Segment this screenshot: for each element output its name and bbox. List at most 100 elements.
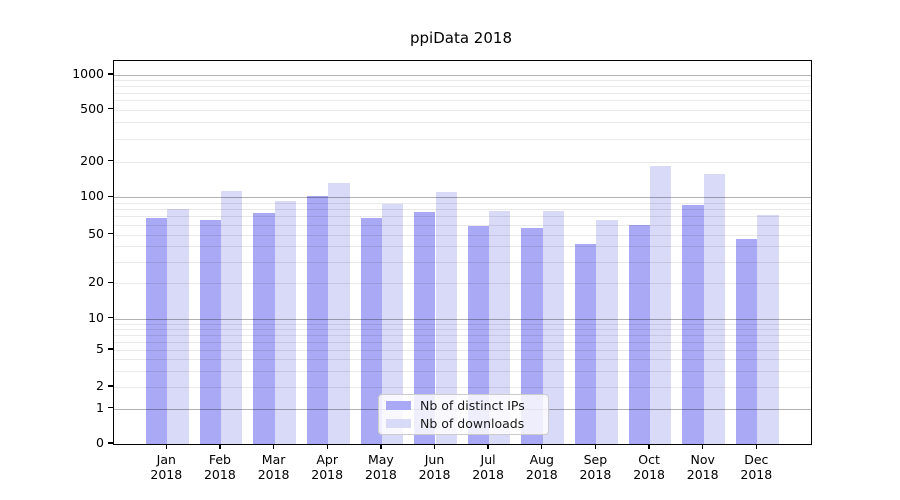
bar-distinct-ips [575,243,597,444]
y-tick-label: 100 [80,188,104,204]
y-tick-mark [108,73,114,75]
gridline-minor [114,387,811,388]
x-tick-mark [433,444,436,449]
y-tick-mark [108,107,114,110]
gridline-minor [114,261,811,263]
x-tick-mark [272,444,275,449]
y-tick-label: 1000 [72,66,104,81]
x-tick-mark [541,444,543,449]
y-tick-label: 50 [88,225,104,241]
gridline-minor [114,100,811,102]
bar-distinct-ips [467,225,490,444]
y-tick-mark [108,407,114,409]
x-tick-mark [755,444,757,449]
gridline-minor [114,283,811,285]
gridline-minor [114,341,811,343]
y-tick-label: 200 [80,152,104,168]
y-tick-mark [108,385,114,387]
grid-layer [114,61,811,444]
x-tick-label: Oct 2018 [633,452,665,482]
bar-downloads [381,203,404,444]
gridline-minor [114,328,811,330]
gridline-minor [114,109,811,111]
bar-downloads [650,166,672,444]
chart-title: ppiData 2018 [410,29,512,47]
y-tick-label: 10 [88,309,104,325]
gridline-minor [114,216,811,218]
legend-item-downloads: Nb of downloads [386,416,548,432]
x-tick-label: Jul 2018 [472,452,504,482]
y-tick-label: 2 [96,378,104,393]
bar-distinct-ips [253,212,275,444]
bar-distinct-ips [145,218,168,444]
gridline-minor [114,138,811,140]
gridline-minor [114,334,811,336]
x-tick-label: Nov 2018 [686,452,719,482]
bar-downloads [167,209,189,444]
y-tick-mark [108,195,114,197]
bars-layer [114,61,811,444]
gridline-minor [114,122,811,124]
y-tick-label: 1 [96,399,104,415]
x-tick-mark [702,444,704,449]
x-tick-label: Jun 2018 [418,452,451,482]
gridline-minor [114,370,811,372]
y-tick-mark [108,317,114,319]
bar-downloads [435,191,457,444]
x-tick-mark [648,444,650,449]
legend-item-distinct-ips: Nb of distinct IPs [386,398,548,414]
bar-downloads [596,219,618,444]
bar-distinct-ips [628,224,651,444]
x-tick-label: Mar 2018 [257,452,290,482]
y-tick-label: 500 [80,100,104,116]
x-tick-label: Jan 2018 [150,452,183,482]
x-tick-mark [594,444,597,449]
gridline-minor [114,161,811,163]
x-tick-label: Sep 2018 [579,452,612,482]
gridline-major [114,197,811,199]
bar-distinct-ips [414,212,436,444]
plot-area [113,60,812,445]
bar-distinct-ips [306,195,329,444]
gridline-minor [114,80,811,82]
y-tick-label: 20 [88,274,104,290]
y-tick-label: 5 [96,341,104,356]
x-tick-mark [326,444,328,449]
x-tick-label: Apr 2018 [311,452,344,482]
bar-downloads [274,201,296,444]
legend-swatch-downloads [386,419,411,428]
bar-downloads [757,214,779,444]
gridline-major [114,318,811,320]
x-tick-label: May 2018 [364,452,397,482]
bar-distinct-ips [682,205,704,444]
legend-label-distinct-ips: Nb of distinct IPs [420,398,525,413]
legend-label-downloads: Nb of downloads [420,416,525,431]
y-tick-mark [108,159,114,162]
x-tick-label: Aug 2018 [525,452,558,482]
legend-swatch-distinct-ips [386,401,411,410]
gridline-minor [114,224,811,226]
x-tick-mark [165,444,167,449]
gridline-minor [114,323,811,325]
gridline-minor [114,209,811,211]
bar-downloads [542,211,565,444]
gridline-major [114,75,811,76]
x-tick-label: Feb 2018 [203,452,236,482]
bar-downloads [489,210,511,444]
gridline-minor [114,86,811,88]
y-tick-mark [108,442,114,444]
gridline-minor [114,203,811,204]
bar-downloads [703,173,726,444]
gridline-minor [114,350,811,351]
x-tick-label: Dec 2018 [740,452,773,482]
y-tick-label: 0 [96,435,104,450]
x-tick-mark [380,444,382,449]
y-tick-mark [108,232,114,235]
bar-distinct-ips [521,227,543,444]
legend: Nb of distinct IPs Nb of downloads [378,394,549,435]
y-tick-mark [108,281,114,283]
bar-distinct-ips [199,220,221,444]
gridline-minor [114,234,811,236]
bar-downloads [220,191,243,444]
